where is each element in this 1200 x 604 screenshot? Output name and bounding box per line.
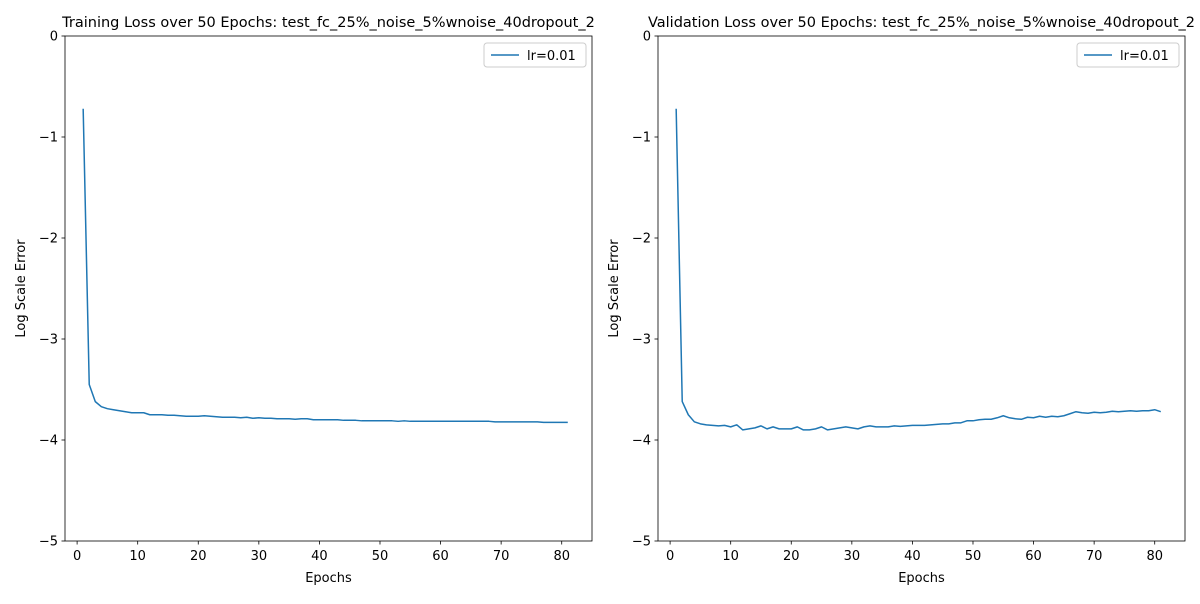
chart-title: Validation Loss over 50 Epochs: test_fc_… — [648, 15, 1195, 31]
y-tick-label: −4 — [39, 434, 58, 449]
y-tick-label: −4 — [632, 434, 651, 449]
validation-loss-chart: Validation Loss over 50 Epochs: test_fc_… — [607, 15, 1195, 586]
y-tick-label: −5 — [632, 535, 651, 550]
legend: lr=0.01 — [1076, 42, 1180, 68]
x-axis-label: Epochs — [305, 571, 352, 586]
y-tick-label: −2 — [39, 232, 58, 247]
x-tick-label: 20 — [190, 549, 207, 564]
y-tick-label: 0 — [50, 30, 58, 45]
x-tick-label: 30 — [844, 549, 861, 564]
legend-frame — [483, 42, 587, 68]
plot-frame — [657, 35, 1186, 542]
x-tick-label: 50 — [965, 549, 982, 564]
y-tick-label: −5 — [39, 535, 58, 550]
x-tick-label: 80 — [1146, 549, 1163, 564]
y-tick-label: −1 — [632, 131, 651, 146]
x-tick-label: 70 — [493, 549, 510, 564]
x-tick-label: 70 — [1086, 549, 1103, 564]
series-line-lr-0.01 — [82, 108, 568, 424]
chart-title: Training Loss over 50 Epochs: test_fc_25… — [61, 15, 595, 31]
x-tick-label: 0 — [73, 549, 81, 564]
legend-label: lr=0.01 — [527, 49, 576, 64]
legend: lr=0.01 — [483, 42, 587, 68]
y-axis-ticks: 0 −1 −2 −3 −4 −5 — [39, 30, 65, 550]
x-tick-label: 20 — [783, 549, 800, 564]
x-tick-label: 0 — [666, 549, 674, 564]
y-axis-label: Log Scale Error — [607, 239, 622, 338]
y-tick-label: 0 — [643, 30, 651, 45]
x-tick-label: 60 — [1025, 549, 1042, 564]
legend-label: lr=0.01 — [1120, 49, 1169, 64]
x-tick-label: 30 — [251, 549, 268, 564]
y-tick-label: −3 — [39, 333, 58, 348]
legend-frame — [1076, 42, 1180, 68]
y-axis-ticks: 0 −1 −2 −3 −4 −5 — [632, 30, 658, 550]
x-tick-label: 60 — [432, 549, 449, 564]
y-axis-label: Log Scale Error — [14, 239, 29, 338]
training-loss-chart: Training Loss over 50 Epochs: test_fc_25… — [14, 15, 595, 586]
x-tick-label: 80 — [553, 549, 570, 564]
x-tick-label: 10 — [129, 549, 146, 564]
y-tick-label: −1 — [39, 131, 58, 146]
x-axis-ticks: 0 10 20 30 40 50 60 70 80 — [666, 541, 1163, 564]
series-line-lr-0.01 — [675, 108, 1162, 431]
x-axis-ticks: 0 10 20 30 40 50 60 70 80 — [73, 541, 570, 564]
x-tick-label: 50 — [372, 549, 389, 564]
y-tick-label: −3 — [632, 333, 651, 348]
x-tick-label: 40 — [311, 549, 328, 564]
x-axis-label: Epochs — [898, 571, 945, 586]
x-tick-label: 10 — [722, 549, 739, 564]
x-tick-label: 40 — [904, 549, 921, 564]
plot-frame — [64, 35, 593, 542]
y-tick-label: −2 — [632, 232, 651, 247]
